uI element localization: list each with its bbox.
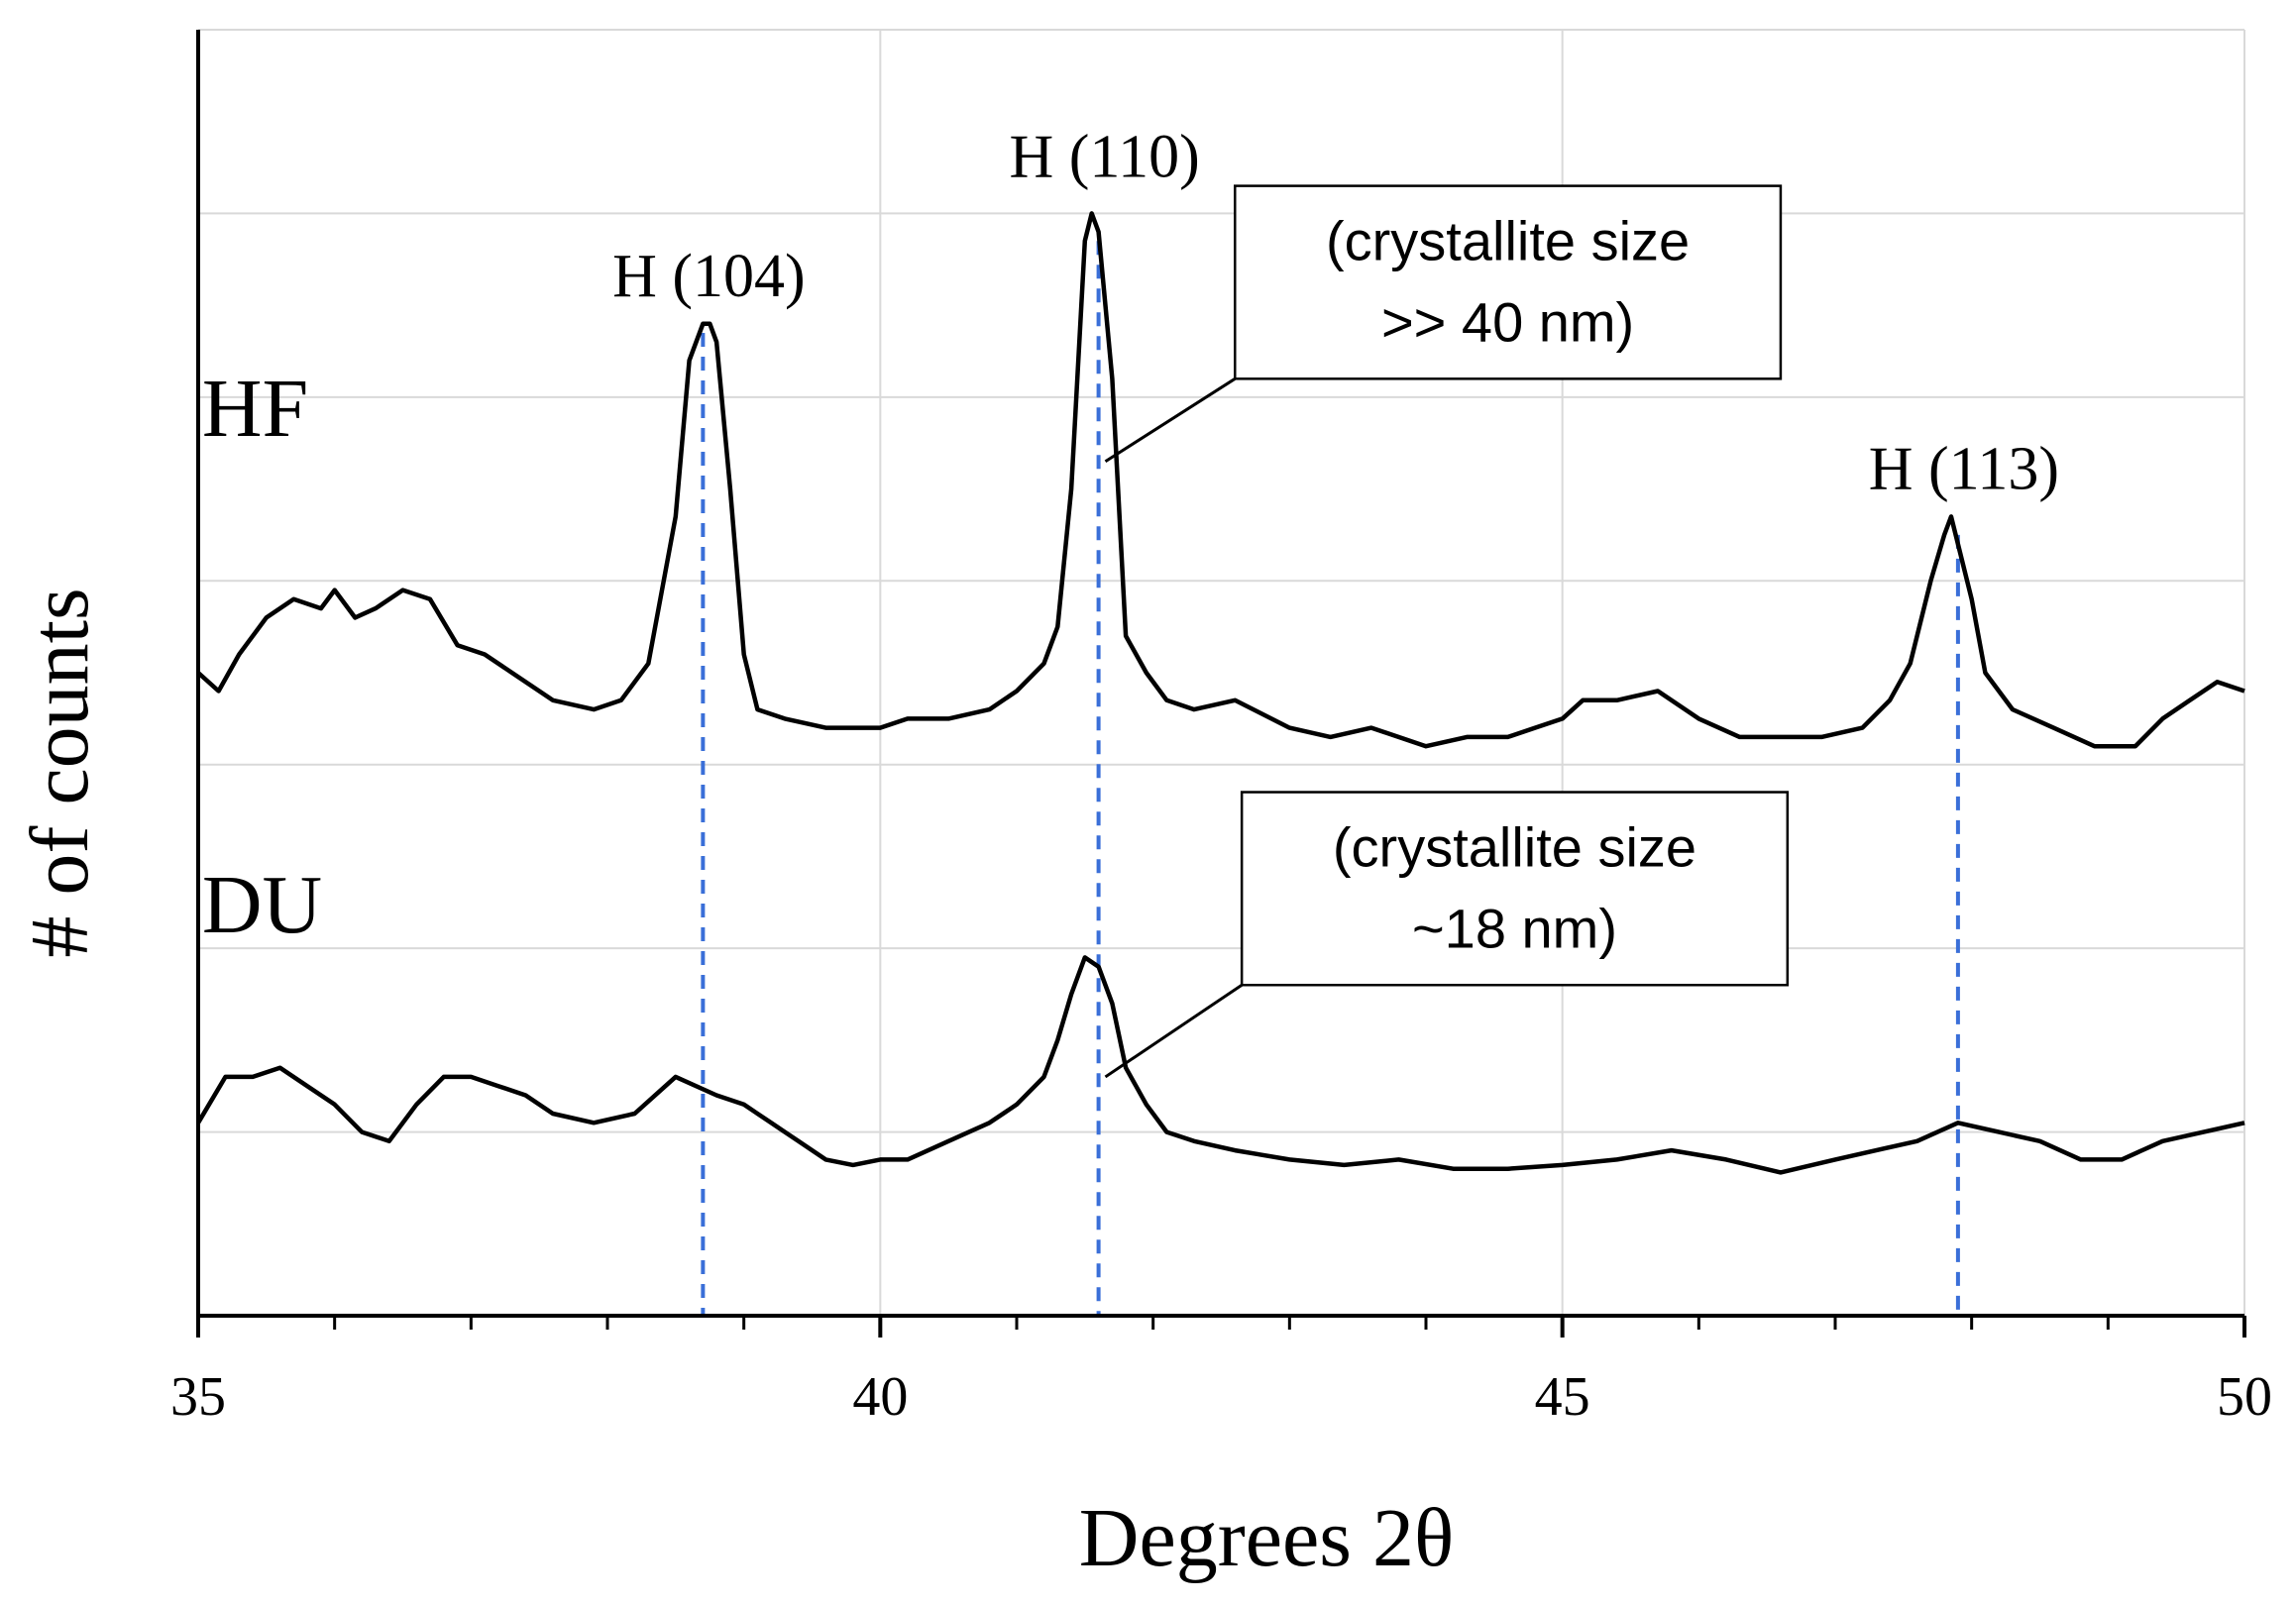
grid-layer bbox=[198, 29, 2245, 1316]
annotation-box-1 bbox=[1234, 184, 1783, 380]
peak-label-1: H (104) bbox=[612, 243, 806, 310]
annotation-text-2-2: ~18 nm) bbox=[1412, 898, 1617, 960]
peak-label-2: H (110) bbox=[1009, 123, 1199, 190]
x-tick-labels: 35 40 45 50 bbox=[170, 1366, 2272, 1428]
annotation-pointer-1 bbox=[1104, 377, 1237, 464]
peak-label-3: H (113) bbox=[1869, 436, 2059, 503]
x-tick-label-50: 50 bbox=[2217, 1366, 2272, 1428]
reference-lines bbox=[701, 241, 1960, 1316]
x-tick-label-35: 35 bbox=[170, 1366, 226, 1428]
series-line-du bbox=[196, 955, 2245, 1175]
x-axis-title: Degrees 2θ bbox=[1079, 1492, 1454, 1584]
annotations: (crystallite size >> 40 nm) (crystallite s… bbox=[1104, 184, 1790, 1079]
series-label-hf: HF bbox=[202, 363, 308, 455]
annotation-text-1-2: >> 40 nm) bbox=[1381, 291, 1634, 354]
annotation-text-2-1: (crystallite size bbox=[1333, 816, 1696, 879]
series-layer bbox=[196, 211, 2245, 1175]
labels-layer: HF DU H (104) H (110) H (113) bbox=[202, 123, 2059, 950]
annotation-pointer-2 bbox=[1104, 983, 1243, 1079]
x-tick-label-40: 40 bbox=[852, 1366, 908, 1428]
axes bbox=[196, 30, 2246, 1338]
y-axis-title: # of counts bbox=[14, 588, 106, 957]
annotation-text-1-1: (crystallite size bbox=[1326, 210, 1690, 272]
annotation-box-2 bbox=[1240, 791, 1790, 987]
series-line-hf bbox=[196, 211, 2245, 749]
x-tick-label-45: 45 bbox=[1535, 1366, 1590, 1428]
series-label-du: DU bbox=[202, 859, 322, 951]
